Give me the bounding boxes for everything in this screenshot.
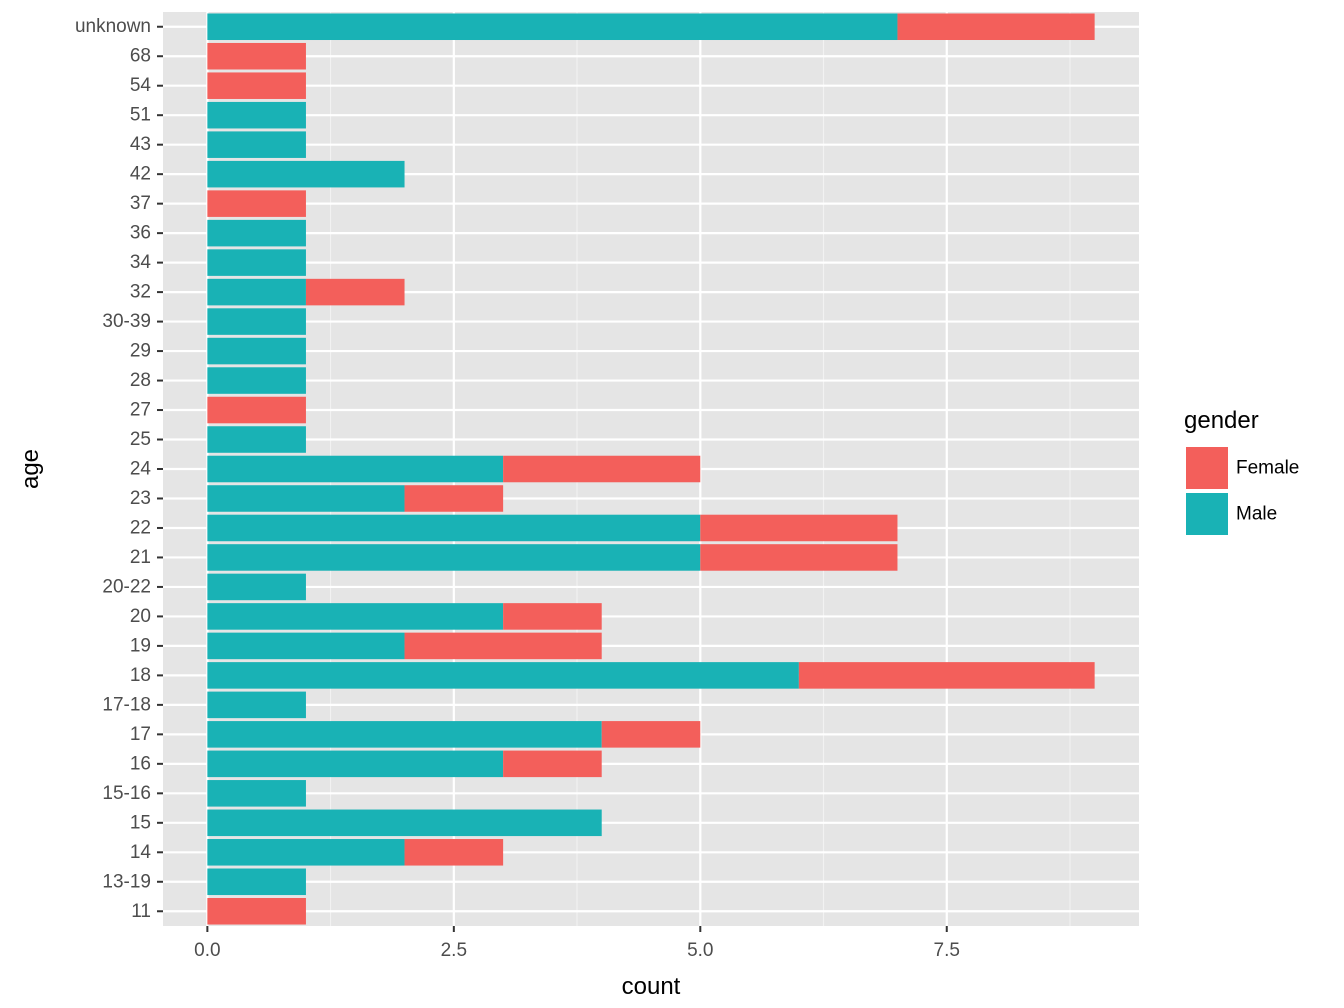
bar-female-16 — [503, 750, 602, 778]
bar-male-13-19 — [207, 868, 306, 896]
y-tick-label: 16 — [130, 753, 151, 774]
bar-female-68 — [207, 42, 306, 70]
y-tick-label: 68 — [130, 46, 151, 67]
y-tick-label: 43 — [130, 134, 151, 155]
y-tick-label: 34 — [130, 252, 152, 273]
y-tick-label: 24 — [130, 459, 152, 480]
y-tick-label: 54 — [130, 75, 152, 96]
y-tick-label: 36 — [130, 223, 151, 244]
y-tick-label: 30-39 — [102, 311, 151, 332]
y-tick-label: 17 — [130, 724, 151, 745]
y-tick-label: 32 — [130, 282, 151, 303]
bar-male-51 — [207, 101, 306, 129]
bar-female-21 — [700, 544, 898, 571]
y-tick-label: 19 — [130, 635, 151, 656]
y-tick-label: 25 — [130, 429, 151, 450]
x-tick-label: 2.5 — [441, 940, 467, 961]
legend-label-male: Male — [1236, 504, 1277, 525]
bar-female-18 — [798, 662, 1095, 689]
bar-female-17 — [601, 721, 701, 748]
y-tick-label: 17-18 — [102, 694, 151, 715]
bar-male-20 — [207, 603, 504, 630]
bar-female-23 — [404, 485, 504, 512]
bar-male-43 — [207, 131, 306, 158]
bar-male-20-22 — [207, 573, 306, 601]
bar-male-30-39 — [207, 308, 306, 335]
y-tick-label: 20-22 — [102, 576, 151, 597]
y-tick-label: 15-16 — [102, 783, 151, 804]
y-tick-label: 29 — [130, 341, 151, 362]
bar-male-32 — [207, 278, 306, 306]
bar-male-34 — [207, 249, 306, 276]
bar-male-24 — [207, 455, 504, 483]
legend: gender Female Male — [1184, 407, 1299, 535]
y-axis: 11 13-19 14 15 15-16 16 17 17-18 18 19 20 20-22 21 22… — [75, 16, 163, 922]
bar-female-11 — [207, 897, 306, 925]
bar-female-unknown — [897, 13, 1095, 41]
legend-title: gender — [1184, 407, 1259, 434]
bar-female-20 — [503, 603, 602, 630]
x-axis: 0.0 2.5 5.0 7.5 — [194, 926, 960, 961]
legend-swatch-female — [1186, 447, 1228, 489]
x-tick-label: 5.0 — [687, 940, 713, 961]
y-tick-label: 23 — [130, 488, 151, 509]
bar-male-17-18 — [207, 691, 306, 719]
bar-male-18 — [207, 662, 799, 689]
bar-male-28 — [207, 367, 306, 394]
x-tick-label: 0.0 — [194, 940, 220, 961]
bar-male-29 — [207, 337, 306, 365]
bar-male-unknown — [207, 13, 898, 41]
y-tick-label: 51 — [130, 105, 151, 126]
y-tick-label: 37 — [130, 193, 151, 214]
bar-female-27 — [207, 396, 306, 424]
bar-female-32 — [305, 278, 405, 306]
bar-male-36 — [207, 219, 306, 247]
bar-male-25 — [207, 426, 306, 453]
bar-female-37 — [207, 190, 306, 217]
y-tick-label: 22 — [130, 517, 151, 538]
y-tick-label: 13-19 — [102, 871, 151, 892]
y-tick-label: 14 — [130, 842, 152, 863]
y-tick-label: 15 — [130, 812, 151, 833]
bar-female-54 — [207, 72, 306, 99]
bar-male-42 — [207, 160, 405, 188]
legend-label-female: Female — [1236, 458, 1299, 479]
bars — [207, 13, 1095, 925]
bar-male-21 — [207, 544, 701, 571]
y-tick-label: 11 — [131, 901, 151, 922]
bar-male-14 — [207, 839, 405, 866]
legend-swatch-male — [1186, 493, 1228, 535]
y-tick-label: 27 — [130, 400, 151, 421]
bar-male-17 — [207, 721, 602, 748]
bar-female-24 — [503, 455, 701, 483]
bar-male-19 — [207, 632, 405, 660]
bar-male-22 — [207, 514, 701, 542]
bar-male-23 — [207, 485, 405, 512]
y-tick-label: 21 — [130, 547, 151, 568]
bar-female-14 — [404, 839, 504, 866]
y-tick-label: 20 — [130, 606, 151, 627]
bar-male-15 — [207, 809, 602, 837]
y-tick-label: 28 — [130, 370, 151, 391]
x-tick-label: 7.5 — [934, 940, 960, 961]
bar-female-19 — [404, 632, 602, 660]
y-tick-label: 42 — [130, 164, 151, 185]
bar-female-22 — [700, 514, 898, 542]
x-axis-title: count — [622, 973, 681, 1000]
y-tick-label: 18 — [130, 665, 151, 686]
y-axis-title: age — [17, 449, 44, 489]
bar-male-15-16 — [207, 780, 306, 807]
bar-male-16 — [207, 750, 504, 778]
y-tick-label: unknown — [75, 16, 151, 37]
